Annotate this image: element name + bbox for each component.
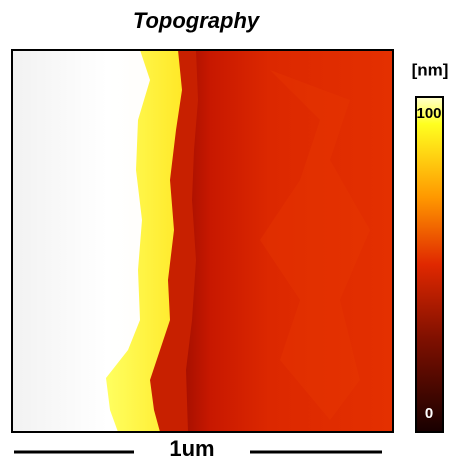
colorbar-gradient <box>416 97 443 432</box>
title: Topography <box>133 8 261 33</box>
page: Topography [nm] 100 0 1um (() => { const… <box>0 0 463 462</box>
colorbar: [nm] 100 0 <box>412 60 449 432</box>
colorbar-min: 0 <box>425 405 433 422</box>
topography-image <box>12 50 393 432</box>
figure: Topography [nm] 100 0 1um <box>0 0 463 462</box>
scale-label: 1um <box>169 436 214 461</box>
colorbar-unit: [nm] <box>412 60 449 79</box>
scale-bar: 1um <box>14 436 382 461</box>
colorbar-max: 100 <box>416 105 441 122</box>
